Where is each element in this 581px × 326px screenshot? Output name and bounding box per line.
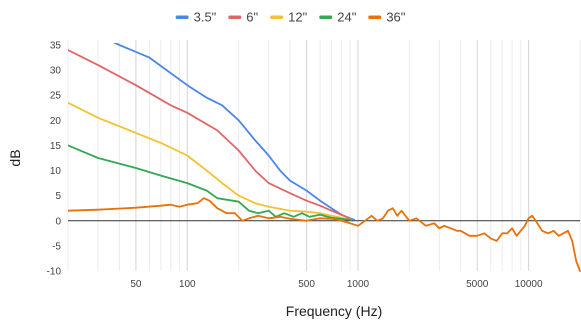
legend-swatch	[228, 15, 242, 19]
y-tick-label: 10	[50, 166, 62, 177]
chart-grid	[67, 40, 581, 271]
series-lines	[68, 43, 581, 272]
x-tick-label: 10000	[515, 279, 543, 290]
series-line	[68, 49, 351, 220]
y-tick-label: -5	[52, 241, 61, 252]
y-axis-ticks: -10 -5 0 5 10 15 20 25 30 35	[47, 41, 62, 278]
legend-label: 36"	[386, 10, 405, 25]
legend-label: 3.5"	[194, 10, 217, 25]
legend-swatch	[270, 15, 284, 19]
legend-swatch	[175, 15, 189, 19]
legend-label: 12"	[288, 10, 307, 25]
legend-swatch	[319, 15, 333, 19]
y-axis-title: dB	[7, 149, 23, 166]
x-tick-label: 100	[179, 279, 196, 290]
y-tick-label: 15	[50, 141, 62, 152]
x-axis-ticks: 50 100 500 1000 5000 10000	[130, 279, 543, 290]
chart-legend: 3.5" 6" 12" 24" 36"	[175, 10, 406, 25]
y-tick-label: 20	[50, 116, 62, 127]
series-line	[68, 101, 351, 221]
y-tick-label: 0	[55, 216, 61, 227]
y-tick-label: -10	[47, 267, 62, 278]
y-tick-label: 25	[50, 91, 62, 102]
legend-label: 6"	[246, 10, 258, 25]
legend-swatch	[368, 15, 382, 19]
x-tick-label: 5000	[466, 279, 489, 290]
x-axis-title: Frequency (Hz)	[286, 303, 382, 319]
x-tick-label: 1000	[347, 279, 370, 290]
y-tick-label: 5	[55, 191, 61, 202]
series-line	[68, 197, 581, 272]
series-line	[113, 43, 356, 221]
legend-label: 24"	[337, 10, 356, 25]
x-tick-label: 50	[130, 279, 142, 290]
series-line	[68, 144, 351, 221]
y-tick-label: 30	[50, 66, 62, 77]
y-tick-label: 35	[50, 41, 62, 52]
x-tick-label: 500	[298, 279, 315, 290]
